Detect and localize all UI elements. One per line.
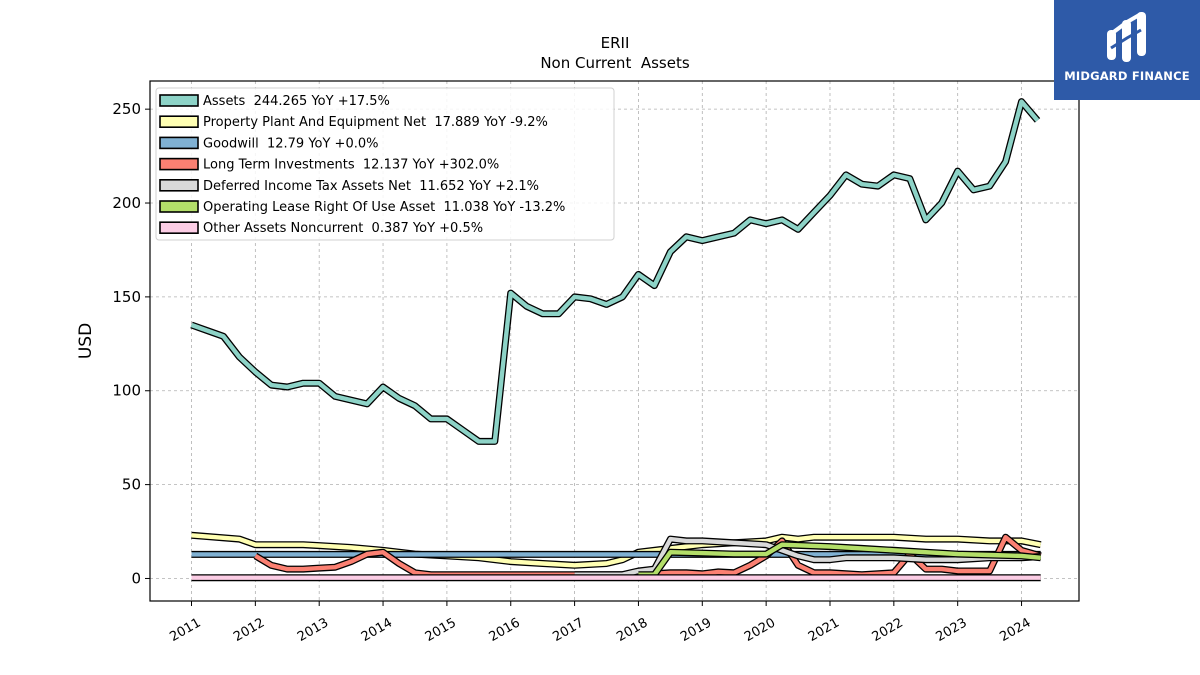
legend-swatch [159,136,199,150]
midgard-m-logo-icon [1107,12,1146,62]
chart-title: ERII [601,34,630,52]
legend: Assets 244.265 YoY +17.5% Property Plant … [155,87,615,241]
x-tick-label: 2016 [487,615,523,645]
series-line-stroke [254,535,1042,577]
series-line-stroke [638,542,1041,577]
x-tick-label: 2022 [870,615,906,645]
y-tick-label: 0 [131,569,141,587]
x-tick-label: 2014 [359,615,395,645]
y-tick-label: 50 [122,476,141,494]
series-line [638,541,1042,579]
legend-swatch [159,200,199,213]
legend-swatch [159,179,199,192]
legend-box [155,87,615,241]
series-line [191,531,1042,569]
legend-entry: Operating Lease Right Of Use Asset 11.03… [203,200,565,215]
legend-entry: Goodwill 12.79 YoY +0.0% [203,136,378,151]
x-tick-label: 2017 [550,615,586,645]
legend-entry: Assets 244.265 YoY +17.5% [203,94,390,109]
legend-swatch [159,157,199,171]
y-tick-label: 200 [112,194,141,212]
plot-frame [149,80,1080,602]
series-line [574,535,1041,579]
y-tick-label: 100 [112,382,141,400]
chart-subtitle: Non Current Assets [540,54,690,72]
x-tick-label: 2015 [423,615,459,645]
series-line-stroke [191,533,1042,568]
x-tick-label: 2012 [231,615,267,645]
x-tick-label: 2021 [806,615,842,645]
x-tick-label: 2011 [167,615,203,645]
x-tick-label: 2020 [742,615,778,645]
x-tick-label: 2019 [678,615,714,645]
legend-swatch [159,94,199,107]
series-line-stroke [190,99,1040,444]
y-tick-label: 150 [112,288,141,306]
legend-entry: Other Assets Noncurrent 0.387 YoY +0.5% [203,221,483,236]
legend-entry: Deferred Income Tax Assets Net 11.652 Yo… [203,179,539,194]
x-tick-label: 2023 [934,615,970,645]
brand-name: MIDGARD FINANCE [1064,69,1190,83]
x-tick-label: 2024 [997,615,1033,645]
legend-entry: Property Plant And Equipment Net 17.889 … [203,115,548,130]
series-line [190,98,1041,445]
brand-logo: MIDGARD FINANCE [1054,0,1200,100]
series-line [253,533,1042,579]
legend-swatch [159,221,199,234]
legend-entry: Long Term Investments 12.137 YoY +302.0% [203,158,499,173]
legend-swatch [159,115,199,128]
x-tick-label: 2018 [614,615,650,645]
series-line-stroke [574,536,1041,577]
y-tick-label: 250 [112,100,141,118]
y-axis-label: USD [76,323,96,359]
series-lines [190,98,1042,582]
x-tick-label: 2013 [295,615,331,645]
